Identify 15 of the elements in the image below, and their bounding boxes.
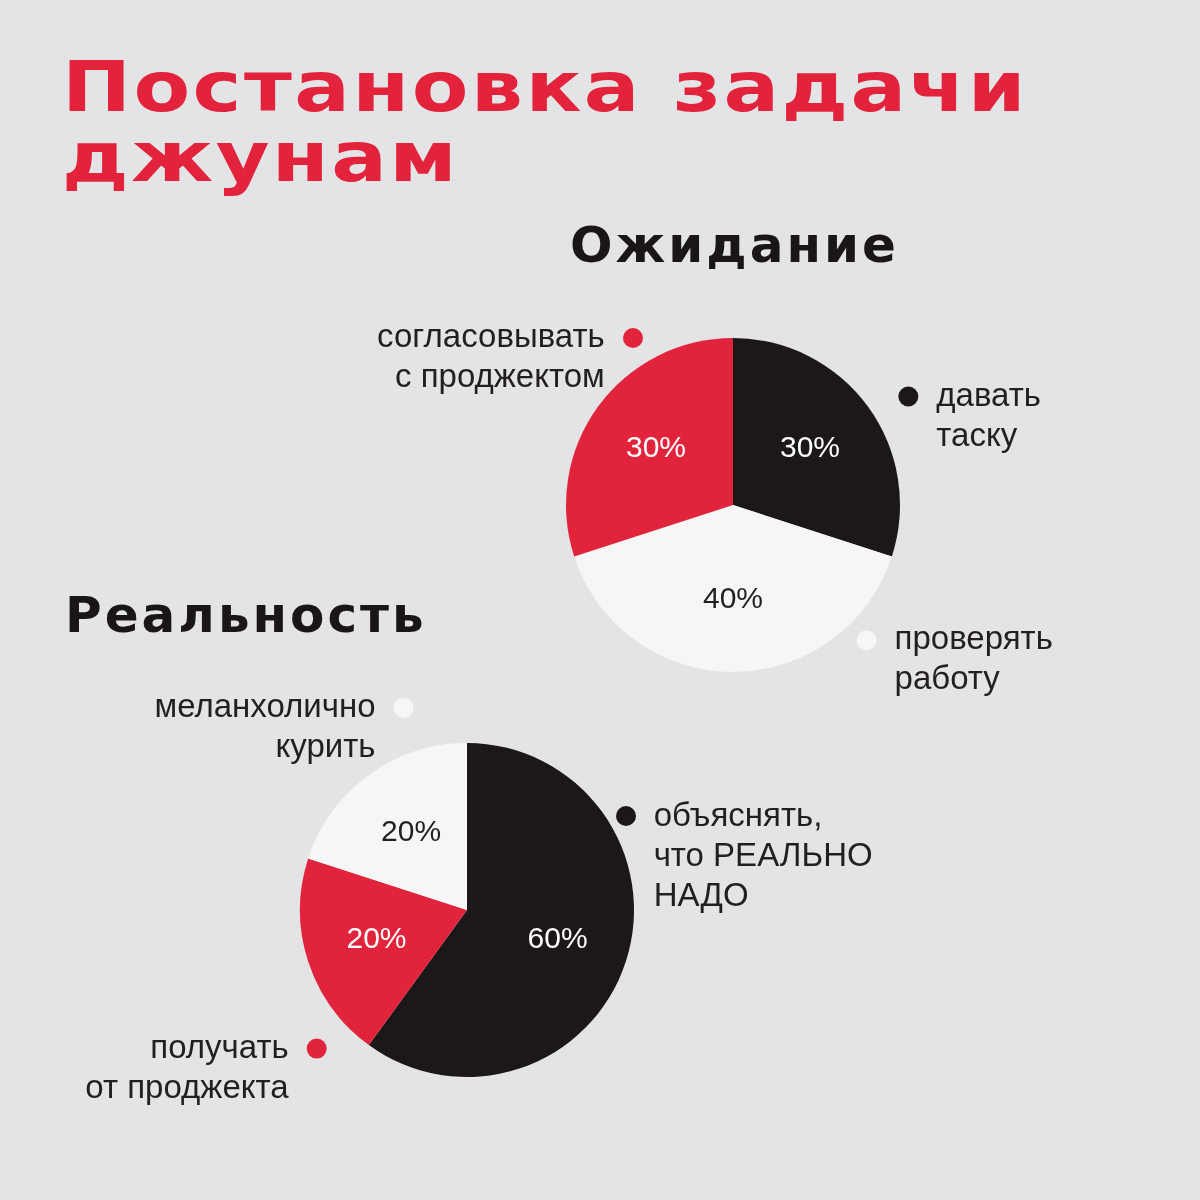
slice-label: объяснять, что РЕАЛЬНО НАДО <box>653 795 873 913</box>
legend-label: меланхолично курить <box>154 687 376 765</box>
text: Постановка задачи джунам <box>62 46 1029 198</box>
chart-title: Ожидание <box>570 216 899 274</box>
chart-title: Реальность <box>65 586 427 644</box>
data-label: 60% <box>527 920 588 954</box>
legend-label: проверять работу <box>894 619 1053 697</box>
data-label: 20% <box>381 814 442 848</box>
legend-label: давать таску <box>936 375 1042 453</box>
data-label: 30% <box>625 430 687 464</box>
data-label: 30% <box>779 430 841 464</box>
data-label: 40% <box>702 581 764 615</box>
slice-label: согласовывать с проджектом <box>377 317 605 395</box>
data-label: 20% <box>346 920 407 954</box>
legend-label: получать от проджекта <box>85 1027 290 1105</box>
